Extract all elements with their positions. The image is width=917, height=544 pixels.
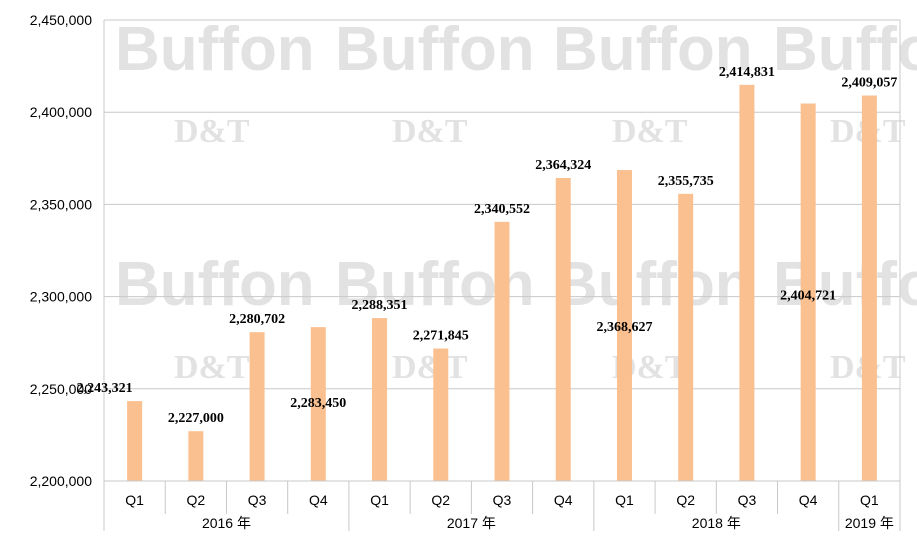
bar <box>433 348 449 481</box>
x-tick-label: Q2 <box>431 492 450 508</box>
x-group-label: 2018 年 <box>692 515 741 531</box>
watermark-sub-text: D&T <box>392 113 468 150</box>
x-axis: Q1 Q2 Q3 Q4 Q1 Q2 Q3 Q4 Q1 Q2 Q3 Q4 Q1 2016 年 2017 年 20… <box>103 480 901 531</box>
bar <box>310 327 326 481</box>
watermark: Buffon Buffon Buffon Buffon Buffon Buffon Buff… <box>115 15 917 386</box>
y-tick-label: 2,200,000 <box>30 473 92 489</box>
data-label: 2,364,324 <box>535 158 591 173</box>
watermark-brand-text: Buffon <box>553 15 753 84</box>
watermark-sub-text: D&T <box>392 349 468 386</box>
data-label: 2,340,552 <box>474 202 530 217</box>
bar <box>372 318 388 481</box>
x-group-label: 2016 年 <box>202 515 251 531</box>
bar <box>249 332 265 481</box>
x-tick-label: Q3 <box>493 492 512 508</box>
watermark-sub-text: D&T <box>174 113 250 150</box>
y-tick-label: 2,400,000 <box>30 104 92 120</box>
x-tick-label: Q1 <box>370 492 389 508</box>
x-tick-label: Q2 <box>676 492 695 508</box>
data-label: 2,271,845 <box>413 329 469 344</box>
data-label: 2,227,000 <box>168 411 224 426</box>
data-label: 2,355,735 <box>658 174 714 189</box>
bar <box>861 95 877 481</box>
watermark-brand-text: Buffon <box>115 15 315 84</box>
y-tick-label: 2,250,000 <box>30 381 92 397</box>
y-tick-label: 2,450,000 <box>30 12 92 28</box>
data-label: 2,404,721 <box>780 288 836 303</box>
bar <box>616 170 632 481</box>
x-tick-label: Q1 <box>125 492 144 508</box>
x-tick-label: Q4 <box>554 492 573 508</box>
bar <box>127 401 143 481</box>
bar <box>678 193 694 482</box>
data-label: 2,283,450 <box>290 396 346 411</box>
watermark-brand-text: Buffon <box>115 250 315 319</box>
y-tick-label: 2,350,000 <box>30 196 92 212</box>
data-label: 2,409,057 <box>841 75 897 90</box>
x-tick-label: Q3 <box>248 492 267 508</box>
watermark-brand-text: Buffon <box>773 15 917 84</box>
x-tick-label: Q3 <box>738 492 757 508</box>
watermark-brand-text: Buffon <box>335 15 535 84</box>
bars <box>127 84 877 482</box>
watermark-brand-text: Buffon <box>553 250 753 319</box>
bar <box>555 177 571 481</box>
data-label: 2,288,351 <box>352 298 408 313</box>
x-tick-label: Q4 <box>799 492 818 508</box>
y-axis-tick-labels: 2,200,000 2,250,000 2,300,000 2,350,000 2,40… <box>30 12 92 489</box>
x-tick-label: Q4 <box>309 492 328 508</box>
data-label: 2,414,831 <box>719 65 775 80</box>
bar <box>800 103 816 481</box>
y-tick-label: 2,300,000 <box>30 289 92 305</box>
data-label: 2,243,321 <box>77 381 133 396</box>
bar <box>494 221 510 481</box>
bar <box>739 84 755 482</box>
x-group-label: 2017 年 <box>447 515 496 531</box>
bar <box>188 431 204 481</box>
watermark-sub-text: D&T <box>612 113 688 150</box>
watermark-brand-text: Buffon <box>773 250 917 319</box>
x-tick-label: Q1 <box>615 492 634 508</box>
data-labels: 2,243,321 2,227,000 2,280,702 2,283,450 2,28… <box>77 65 898 426</box>
data-label: 2,368,627 <box>596 320 652 335</box>
x-tick-label: Q2 <box>187 492 206 508</box>
watermark-sub-text: D&T <box>174 349 250 386</box>
data-label: 2,280,702 <box>229 312 285 327</box>
x-group-label: 2019 年 <box>845 515 894 531</box>
x-tick-label: Q1 <box>860 492 879 508</box>
